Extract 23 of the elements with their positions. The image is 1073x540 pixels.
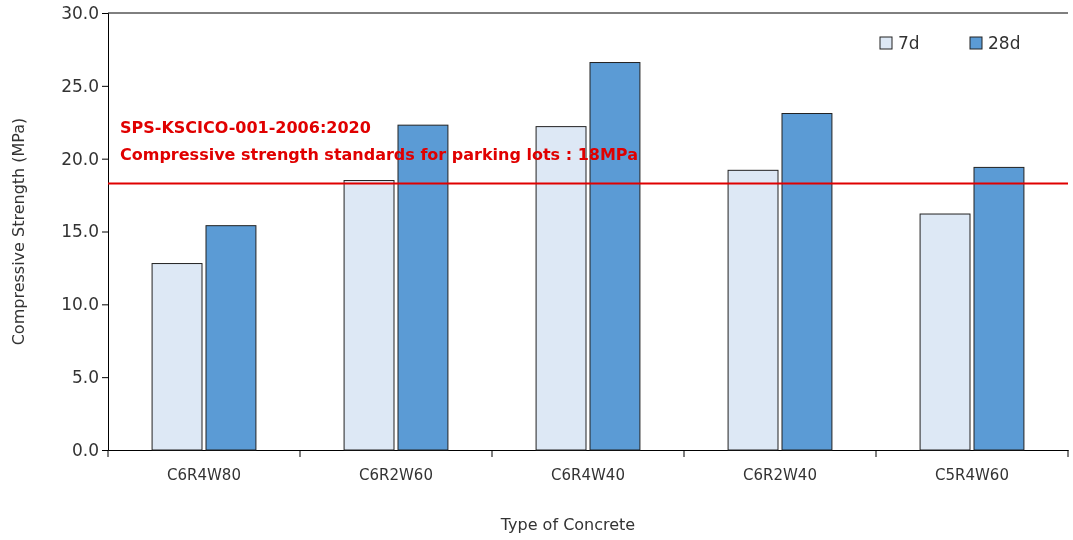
bar [151, 263, 203, 451]
y-tick-label: 5.0 [71, 367, 99, 388]
y-tick-label: 10.0 [61, 294, 99, 315]
x-tick-label: C5R4W60 [935, 466, 1009, 484]
y-tick-label: 0.0 [71, 439, 99, 460]
bar [205, 225, 257, 451]
bar [919, 213, 971, 451]
bar [727, 169, 779, 451]
y-tick-label: 25.0 [61, 75, 99, 96]
legend-label: 28d [988, 33, 1021, 53]
y-tick-label: 15.0 [61, 221, 99, 242]
y-axis-title: Compressive Strength (MPa) [9, 117, 28, 346]
x-tick-label: C6R4W40 [551, 466, 625, 484]
x-tick-label: C6R4W80 [167, 466, 241, 484]
y-tick-label: 30.0 [61, 2, 99, 23]
x-axis-title: Type of Concrete [499, 515, 636, 534]
bar [781, 113, 833, 451]
y-tick-label: 20.0 [61, 148, 99, 169]
legend-label: 7d [898, 33, 920, 53]
bar [973, 166, 1025, 451]
bar [343, 180, 395, 451]
x-tick-label: C6R2W60 [359, 466, 433, 484]
x-tick-label: C6R2W40 [743, 466, 817, 484]
